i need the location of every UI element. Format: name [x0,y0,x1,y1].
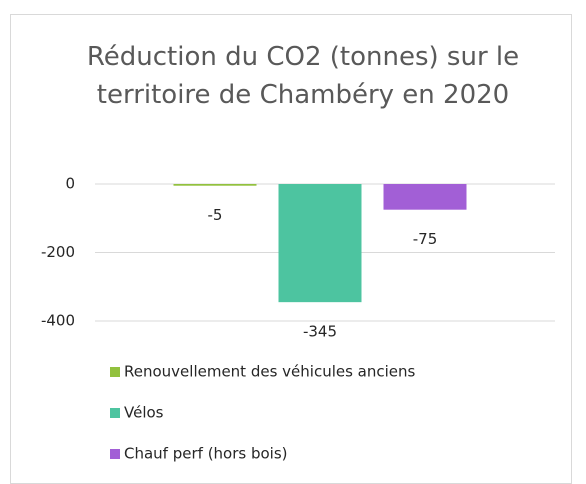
y-tick-label: -400 [41,312,75,330]
legend-swatch [110,408,120,418]
legend-label: Vélos [124,404,164,422]
y-tick-label: 0 [65,175,75,193]
legend-label: Chauf perf (hors bois) [124,445,288,463]
bar [383,184,467,210]
y-tick-label: -200 [41,243,75,261]
bar [278,184,362,303]
legend-swatch [110,449,120,459]
chart-title: Réduction du CO2 (tonnes) sur le territo… [86,42,520,110]
bar [173,184,257,186]
data-label: -5 [208,206,223,224]
data-label: -75 [413,230,438,248]
legend-swatch [110,367,120,377]
data-label: -345 [303,323,337,341]
legend-label: Renouvellement des véhicules anciens [124,363,416,381]
